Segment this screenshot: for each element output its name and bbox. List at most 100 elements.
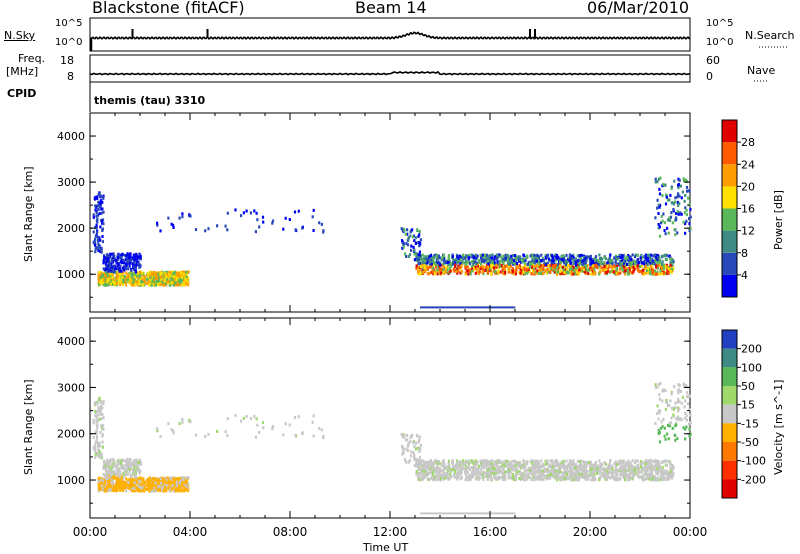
power-data-cell	[487, 262, 490, 266]
velocity-data-cell	[544, 459, 547, 463]
nave-label: Nave	[747, 64, 776, 77]
power-data-cell	[178, 274, 182, 278]
power-colorbar-tick-label: 28	[741, 136, 755, 149]
velocity-data-cell	[119, 466, 122, 470]
power-data-cell	[540, 259, 543, 263]
velocity-data-cell	[147, 481, 150, 485]
power-ground-cell	[492, 306, 494, 309]
power-data-cell	[644, 253, 648, 257]
power-data-cell	[641, 261, 644, 264]
power-data-cell	[688, 229, 691, 232]
velocity-data-cell	[495, 471, 498, 475]
power-data-cell	[660, 265, 663, 269]
power-data-cell	[94, 238, 97, 242]
velocity-data-cell	[256, 423, 259, 427]
velocity-data-cell	[312, 434, 315, 438]
power-data-cell	[122, 270, 125, 274]
power-data-cell	[619, 256, 622, 259]
velocity-data-cell	[114, 483, 117, 487]
power-data-cell	[575, 266, 579, 270]
power-data-cell	[538, 262, 541, 266]
power-data-cell	[162, 274, 165, 278]
power-data-cell	[559, 264, 562, 268]
power-data-cell	[113, 283, 116, 287]
velocity-data-cell	[107, 471, 110, 475]
power-data-cell	[170, 274, 173, 278]
velocity-data-cell	[128, 464, 131, 468]
power-data-cell	[655, 259, 658, 263]
power-data-cell	[532, 258, 535, 262]
nsky-top-tick: 10^5	[55, 18, 83, 29]
velocity-data-cell	[557, 464, 560, 467]
velocity-data-cell	[102, 467, 105, 471]
power-data-cell	[185, 270, 188, 274]
velocity-data-cell	[623, 478, 627, 482]
power-data-cell	[436, 258, 439, 262]
power-data-cell	[135, 274, 138, 278]
velocity-data-cell	[97, 406, 100, 410]
velocity-data-cell	[139, 483, 142, 487]
velocity-data-cell	[94, 414, 97, 418]
velocity-data-cell	[132, 461, 135, 465]
power-data-cell	[473, 264, 476, 268]
power-data-cell	[132, 266, 135, 270]
velocity-data-cell	[138, 488, 141, 492]
power-data-cell	[504, 256, 507, 260]
power-data-cell	[630, 263, 633, 267]
velocity-data-cell	[514, 461, 517, 465]
power-data-cell	[194, 228, 198, 232]
velocity-data-cell	[153, 486, 156, 490]
velocity-data-cell	[115, 488, 118, 492]
power-data-cell	[621, 254, 624, 258]
velocity-data-cell	[114, 472, 117, 476]
power-data-cell	[519, 271, 522, 275]
power-data-cell	[665, 253, 668, 257]
power-data-cell	[557, 263, 560, 267]
power-data-cell	[432, 260, 435, 264]
power-data-cell	[639, 269, 642, 273]
power-data-cell	[688, 202, 691, 206]
power-data-cell	[253, 209, 256, 213]
velocity-data-cell	[646, 465, 649, 469]
power-data-cell	[95, 223, 98, 227]
velocity-data-cell	[99, 444, 102, 448]
velocity-data-cell	[142, 488, 145, 492]
velocity-data-cell	[557, 461, 560, 465]
power-data-cell	[610, 258, 614, 262]
velocity-data-cell	[508, 472, 511, 476]
power-data-cell	[99, 194, 102, 198]
power-data-cell	[622, 262, 626, 266]
velocity-data-cell	[103, 480, 106, 484]
velocity-data-cell	[120, 461, 123, 465]
velocity-data-cell	[672, 472, 675, 476]
power-data-cell	[671, 262, 674, 266]
power-ground-cell	[467, 306, 469, 309]
power-data-cell	[495, 263, 498, 267]
power-colorbar-tick-label: 20	[741, 180, 755, 193]
velocity-data-cell	[162, 489, 165, 493]
velocity-data-cell	[460, 461, 463, 465]
power-data-cell	[149, 272, 152, 276]
velocity-data-cell	[175, 477, 178, 481]
power-data-cell	[132, 283, 135, 287]
power-data-cell	[156, 278, 160, 281]
power-data-cell	[537, 257, 540, 261]
velocity-data-cell	[597, 464, 600, 468]
velocity-data-cell	[150, 487, 153, 491]
power-data-cell	[491, 253, 494, 257]
power-data-cell	[622, 265, 626, 269]
velocity-data-cell	[112, 487, 115, 490]
velocity-data-cell	[507, 460, 510, 464]
velocity-data-cell	[181, 476, 184, 480]
power-data-cell	[646, 270, 649, 274]
nsky-label: N.Sky	[4, 29, 36, 42]
power-data-cell	[611, 262, 614, 266]
velocity-data-cell	[147, 486, 150, 490]
power-data-cell	[92, 230, 95, 234]
power-data-cell	[617, 272, 620, 276]
power-data-cell	[445, 266, 448, 270]
power-data-cell	[683, 211, 686, 215]
velocity-data-cell	[467, 466, 471, 470]
power-data-cell	[100, 275, 103, 279]
power-data-cell	[604, 257, 607, 261]
